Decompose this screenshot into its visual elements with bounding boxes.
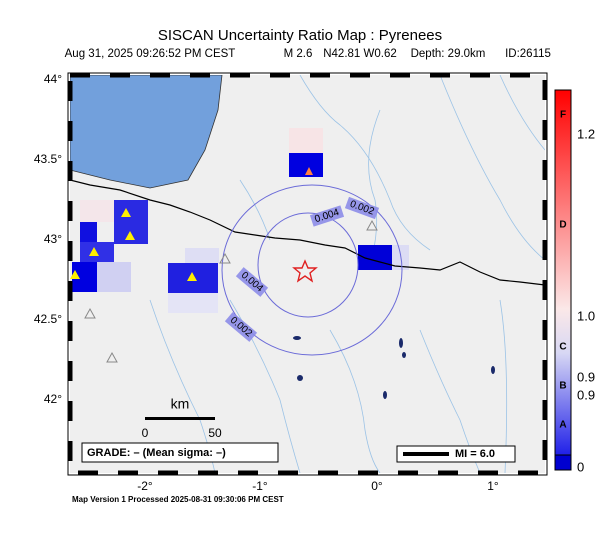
lat-label: 44° [44, 72, 62, 86]
label-bg [235, 267, 269, 297]
border [70, 179, 545, 286]
colorbar-number: 0 [577, 459, 584, 474]
scale-start: 0 [142, 426, 149, 440]
grade-letter: D [559, 220, 566, 231]
contour [221, 184, 403, 356]
lat-label: 43.5° [34, 152, 62, 166]
detail: ID:26115 [505, 48, 551, 60]
scale-unit: km [171, 396, 190, 412]
ticks: 44° 43.5° 43° 42.5° 42° -2° -1° 0° 1° [34, 72, 499, 493]
label-bg [309, 205, 345, 227]
lon-label: -1° [252, 479, 268, 493]
detail: M 2.6 [284, 48, 313, 60]
colorbar-number: 1.0 [577, 308, 595, 323]
title: SISCAN Uncertainty Ratio Map : Pyrenees [158, 27, 442, 44]
colorbar-base [554, 454, 572, 471]
details: Aug 31, 2025 09:26:52 PM CEST M 2.6 N42.81… [65, 48, 551, 60]
mi: MI = 6.0 [455, 448, 495, 460]
colorbar-number: 0.9 [577, 369, 595, 384]
lon-label: -2° [137, 479, 153, 493]
lat-label: 42° [44, 392, 62, 406]
grade-letter: F [560, 110, 566, 121]
grade-letter: B [559, 381, 566, 392]
grade-letter: C [559, 342, 566, 353]
scale-bar: km 0 50 [142, 396, 222, 440]
epicenter [292, 259, 318, 283]
lat-label: 43° [44, 232, 62, 246]
detail: Aug 31, 2025 09:26:52 PM CEST [65, 48, 236, 60]
stations [70, 167, 378, 363]
grid-cells [72, 128, 409, 313]
lon-label: 1° [487, 479, 499, 493]
grade-letter: A [559, 420, 566, 431]
scale-end: 50 [208, 426, 222, 440]
detail: Depth: 29.0km [411, 48, 486, 60]
contour [257, 212, 359, 318]
colorbar [554, 89, 572, 456]
footer: Map Version 1 Processed 2025-08-31 09:30… [72, 495, 284, 504]
colorbar-number: 1.2 [577, 126, 595, 141]
grade-box [81, 442, 279, 463]
label-bg [224, 312, 258, 342]
mi-box [396, 445, 516, 463]
colorbar-labels: F D C B A 1.2 1.0 0.9 0.9 0 [559, 110, 595, 475]
colorbar-number: 0.9 [577, 387, 595, 402]
lat-label: 42.5° [34, 312, 62, 326]
frame [67, 72, 548, 476]
islands [293, 336, 495, 399]
label-bg [344, 196, 380, 220]
grade: GRADE: – (Mean sigma: –) [87, 447, 226, 459]
detail: N42.81 W0.62 [323, 48, 397, 60]
sea [70, 75, 223, 189]
mi-bar [403, 452, 449, 456]
lon-label: 0° [371, 479, 383, 493]
